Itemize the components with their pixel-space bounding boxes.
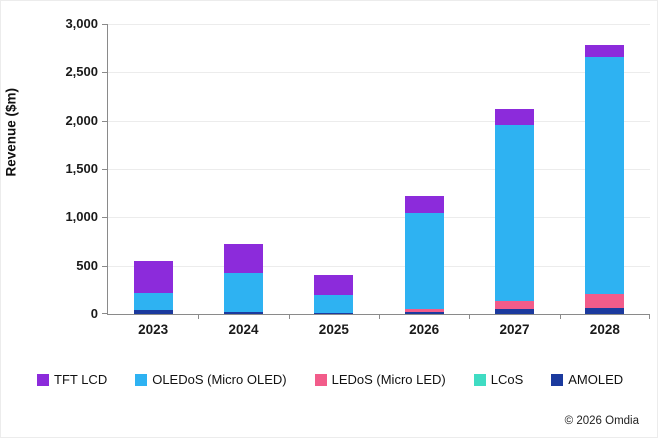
bar-segment-amoled-2026	[404, 311, 444, 314]
y-axis-tick	[102, 24, 107, 25]
gridline	[108, 24, 650, 25]
y-axis-tick	[102, 217, 107, 219]
bar-segment-tft-lcd-2025	[314, 275, 354, 295]
bar-segment-tft-lcd-2028	[585, 45, 625, 57]
y-axis-tick-label: 1,000	[65, 209, 98, 225]
copyright-text: © 2026 Omdia	[564, 415, 639, 427]
legend-swatch	[473, 373, 486, 386]
legend-item-oledos-micro-oled: OLEDoS (Micro OLED)	[135, 372, 287, 387]
bar-segment-oledos-micro-oled-2027	[495, 124, 534, 302]
bar-segment-oledos-micro-oled-2024	[224, 272, 263, 312]
x-axis-tick	[379, 315, 380, 319]
legend-label: OLEDoS (Micro OLED)	[152, 372, 287, 387]
y-axis-tick	[102, 120, 107, 122]
y-axis-tick-label: 0	[90, 306, 98, 321]
x-axis-tick	[649, 315, 650, 319]
x-axis-label-2024: 2024	[228, 322, 259, 337]
y-axis-tick-label: 2,000	[65, 112, 98, 128]
x-axis-label-2027: 2027	[499, 322, 530, 337]
x-axis-label-2023: 2023	[138, 322, 169, 337]
y-axis-tick	[102, 265, 107, 267]
x-axis-tick	[469, 315, 471, 319]
x-axis-label-2026: 2026	[409, 322, 440, 337]
bar-segment-amoled-2024	[224, 311, 263, 314]
x-axis-label-2028: 2028	[589, 322, 620, 337]
bar-segment-ledos-micro-led-2026	[404, 308, 444, 312]
plot-area: 0 500 1,000 1,500 2,000 2,500 3,000 2023 2024 202…	[65, 17, 650, 337]
y-axis-tick-label: 3,000	[65, 16, 98, 31]
bar-segment-tft-lcd-2023	[133, 260, 173, 293]
bar-segment-oledos-micro-oled-2026	[404, 212, 444, 309]
bar-segment-oledos-micro-oled-2023	[133, 292, 173, 311]
bar-segment-tft-lcd-2024	[224, 243, 263, 273]
legend-item-ledos-micro-led: LEDoS (Micro LED)	[314, 372, 446, 387]
legend-swatch	[314, 373, 327, 386]
gridline	[108, 265, 650, 267]
chart-legend: TFT LCD OLEDoS (Micro OLED) LEDoS (Micro L…	[37, 372, 623, 387]
x-axis-tick	[559, 315, 561, 319]
x-axis-tick	[288, 315, 290, 319]
bar-segment-amoled-2023	[133, 310, 173, 314]
bar-segment-oledos-micro-oled-2025	[314, 294, 354, 314]
legend-label: TFT LCD	[54, 372, 108, 387]
legend-item-tft-lcd: TFT LCD	[37, 372, 107, 387]
gridline	[108, 217, 650, 219]
y-axis-tick	[102, 313, 107, 314]
y-axis-tick	[102, 169, 107, 170]
x-axis-tick	[198, 315, 200, 319]
bar-segment-tft-lcd-2026	[404, 196, 444, 213]
y-axis-tick-label: 1,500	[65, 161, 98, 176]
bar-segment-tft-lcd-2027	[495, 109, 534, 125]
bar-segment-ledos-micro-led-2028	[585, 293, 625, 309]
y-axis-tick	[102, 72, 107, 74]
legend-label: AMOLED	[568, 372, 624, 387]
legend-item-amoled: AMOLED	[551, 372, 623, 387]
legend-swatch	[135, 373, 148, 386]
y-axis-tick-label: 500	[76, 257, 98, 273]
legend-item-lcos: LCoS	[473, 372, 524, 387]
bar-segment-ledos-micro-led-2027	[495, 301, 534, 309]
y-axis-tick-label: 2,500	[65, 64, 98, 80]
gridline	[108, 72, 650, 74]
x-axis-label-2025: 2025	[318, 322, 349, 337]
bar-segment-amoled-2027	[495, 308, 534, 314]
bar-segment-oledos-micro-oled-2028	[585, 56, 625, 294]
legend-label: LEDoS (Micro LED)	[331, 372, 446, 387]
legend-swatch	[37, 373, 49, 386]
y-axis-title: Revenue ($m)	[3, 87, 19, 177]
gridline	[108, 120, 650, 122]
bar-segment-amoled-2028	[585, 308, 625, 314]
legend-label: LCoS	[490, 372, 524, 387]
bar-segment-amoled-2025	[314, 313, 354, 314]
gridline	[108, 169, 650, 170]
legend-swatch	[551, 373, 564, 386]
